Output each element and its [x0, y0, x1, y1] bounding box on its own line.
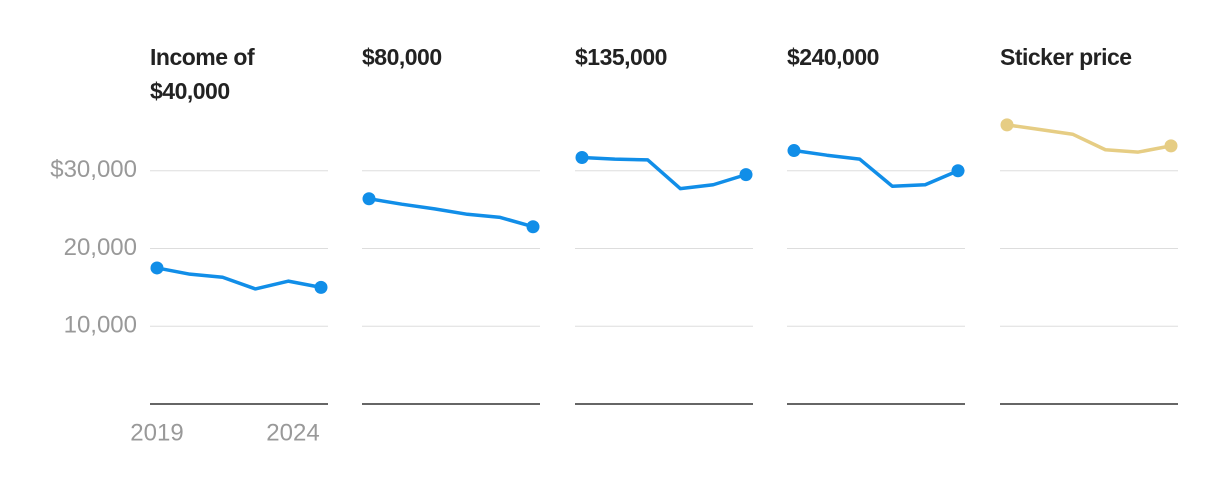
line	[581, 155, 747, 191]
panel-title: Sticker price	[1000, 44, 1132, 70]
panel-title: $80,000	[362, 44, 442, 70]
y-tick-label: 10,000	[64, 312, 137, 339]
panel-title: Income of $40,000	[150, 44, 255, 104]
line	[156, 266, 322, 291]
end-dot	[150, 261, 164, 275]
x-tick-label: 2024	[266, 419, 319, 446]
end-dot	[575, 151, 589, 165]
end-dot	[1000, 118, 1014, 132]
y-tick-label: 20,000	[64, 234, 137, 261]
line	[368, 197, 534, 229]
panel-title: $135,000	[575, 44, 667, 70]
end-dot	[951, 164, 965, 178]
end-dot	[314, 280, 328, 294]
x-tick-label: 2019	[130, 419, 183, 446]
end-dot	[787, 144, 801, 158]
end-dot	[362, 192, 376, 206]
panel-title: $240,000	[787, 44, 879, 70]
end-dot	[526, 220, 540, 234]
y-tick-label: $30,000	[50, 156, 137, 183]
end-dot	[739, 168, 753, 182]
line	[1006, 123, 1172, 154]
end-dot	[1164, 139, 1178, 153]
line	[793, 148, 959, 189]
